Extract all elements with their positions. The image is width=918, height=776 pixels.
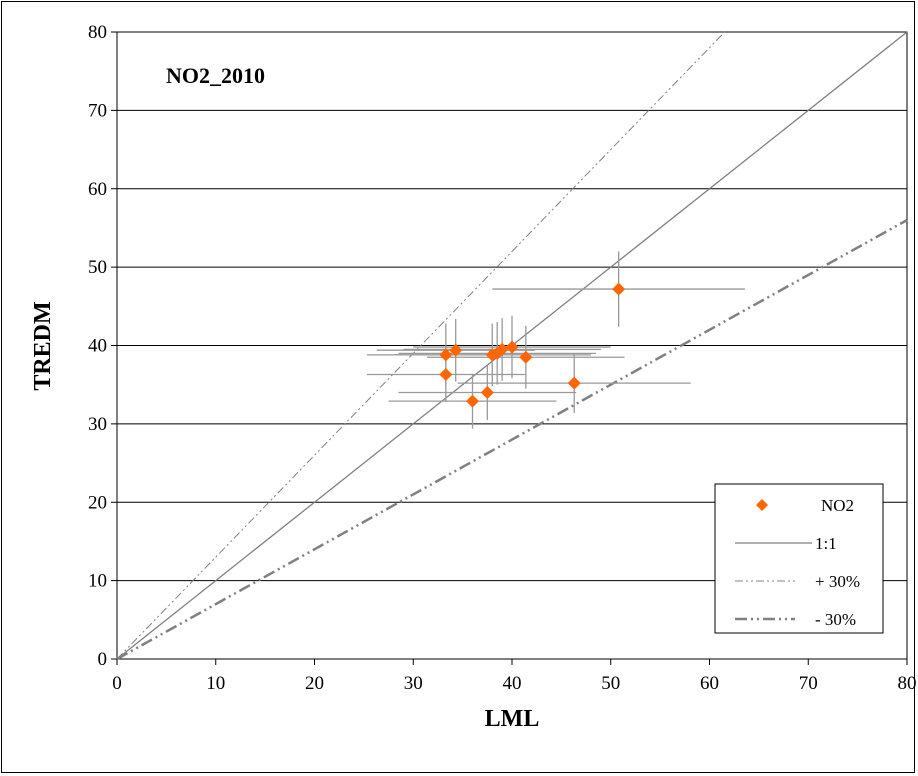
y-tick-label: 0 <box>98 649 108 670</box>
x-tick-label: 80 <box>898 673 917 694</box>
x-tick-label: 70 <box>799 673 818 694</box>
x-tick-label: 20 <box>305 673 324 694</box>
y-tick-label: 20 <box>88 492 107 513</box>
data-point <box>505 340 519 354</box>
x-axis-label: LML <box>485 706 540 732</box>
data-point <box>480 386 494 400</box>
x-tick-label: 10 <box>206 673 225 694</box>
legend-label-no2: NO2 <box>821 496 854 515</box>
legend-marker-no2 <box>756 499 768 511</box>
ref-line-30 <box>116 219 908 661</box>
y-tick-label: 70 <box>88 100 107 121</box>
legend-label-minus30: - 30% <box>815 610 856 629</box>
data-points <box>439 282 626 408</box>
y-tick-label: 80 <box>88 22 107 43</box>
legend-box <box>714 483 884 634</box>
y-tick-label: 50 <box>88 257 107 278</box>
legend-label-1to1: 1:1 <box>815 534 837 553</box>
data-point <box>612 282 626 296</box>
ref-line-30 <box>116 31 726 660</box>
x-tick-label: 0 <box>112 673 122 694</box>
data-point <box>495 342 509 356</box>
data-point <box>567 376 581 390</box>
data-point <box>439 348 453 362</box>
legend: NO2 1:1 + 30% - 30% <box>714 483 884 634</box>
y-tick-label: 30 <box>88 414 107 435</box>
grid-lines <box>111 31 908 665</box>
y-tick-label: 40 <box>88 336 107 357</box>
y-tick-label: 60 <box>88 179 107 200</box>
data-point <box>439 367 453 381</box>
data-point <box>466 394 479 408</box>
chart-title: NO2_2010 <box>166 63 265 88</box>
x-tick-label: 30 <box>404 673 423 694</box>
error-bars <box>366 251 746 429</box>
legend-label-plus30: + 30% <box>815 572 860 591</box>
data-point <box>449 343 463 357</box>
y-axis-label: TREDM <box>30 301 56 390</box>
x-tick-label: 50 <box>601 673 620 694</box>
data-point <box>519 350 533 364</box>
x-tick-labels: 0 10 20 30 40 50 60 70 80 <box>112 673 916 694</box>
x-tick-label: 60 <box>700 673 719 694</box>
x-tick-label: 40 <box>503 673 522 694</box>
y-tick-labels: 0 10 20 30 40 50 60 70 80 <box>88 22 107 670</box>
y-tick-label: 10 <box>88 571 107 592</box>
